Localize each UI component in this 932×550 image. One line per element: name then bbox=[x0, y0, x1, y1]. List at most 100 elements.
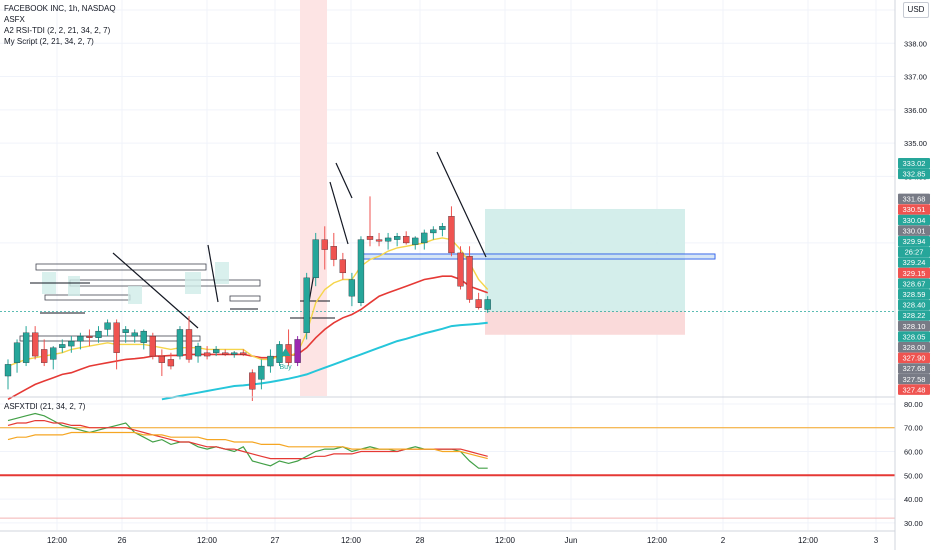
candle-body bbox=[68, 340, 75, 347]
candle-body bbox=[258, 365, 265, 380]
price-label-bg bbox=[898, 299, 930, 311]
candle-body bbox=[403, 236, 410, 244]
candle bbox=[122, 326, 129, 343]
candle-body bbox=[339, 259, 347, 274]
candle-body bbox=[312, 239, 319, 279]
oscillator-pane[interactable] bbox=[0, 403, 895, 532]
candle bbox=[4, 359, 12, 390]
buy-signal-label: Buy bbox=[280, 364, 293, 371]
candle-body bbox=[393, 236, 401, 240]
candle-body bbox=[466, 256, 473, 300]
candle bbox=[41, 339, 48, 367]
candle-body bbox=[104, 322, 111, 330]
candle bbox=[348, 272, 356, 307]
shaded-zone bbox=[68, 276, 80, 296]
candle bbox=[68, 336, 75, 353]
drawn-zone-box bbox=[69, 279, 261, 287]
trend-line bbox=[207, 244, 219, 303]
price-tick-label: 337.00 bbox=[904, 73, 927, 82]
candle-body bbox=[176, 329, 184, 357]
price-label-bg bbox=[898, 204, 930, 215]
candle bbox=[403, 231, 410, 245]
price-label-bg bbox=[898, 267, 930, 279]
price-label-bg bbox=[898, 278, 930, 289]
candle-body bbox=[294, 339, 301, 363]
candle bbox=[158, 349, 166, 377]
candle bbox=[131, 329, 138, 343]
session-highlight bbox=[300, 0, 327, 396]
candle bbox=[212, 346, 220, 357]
price-label-bg bbox=[898, 168, 930, 180]
candle bbox=[140, 329, 147, 350]
candle-body bbox=[484, 299, 491, 310]
candle-body bbox=[212, 349, 220, 353]
osc-tick-label: 40.00 bbox=[904, 495, 923, 504]
time-tick-label: 3 bbox=[874, 536, 879, 545]
candle-body bbox=[140, 330, 147, 343]
ema-slow-line bbox=[161, 321, 488, 401]
candle-body bbox=[22, 332, 30, 363]
candle bbox=[77, 332, 84, 350]
candle bbox=[240, 349, 247, 357]
shaded-zone bbox=[185, 272, 201, 294]
price-label-tag: 327.90 bbox=[898, 352, 930, 364]
candle bbox=[32, 326, 39, 360]
price-label-text: 329.94 bbox=[903, 237, 926, 246]
price-label-tag: 330.01 bbox=[898, 225, 930, 236]
candle bbox=[149, 332, 156, 360]
time-tick-label: 28 bbox=[416, 536, 425, 545]
osc-tick-label: 70.00 bbox=[904, 424, 923, 433]
price-label-bg bbox=[898, 384, 930, 395]
price-label-tag: 331.68 bbox=[898, 193, 930, 205]
candle bbox=[86, 329, 93, 347]
candle-body bbox=[448, 216, 455, 254]
candle-body bbox=[59, 344, 66, 348]
price-label-text: 26:27 bbox=[905, 248, 924, 257]
drawn-zone-box bbox=[44, 294, 131, 301]
candle-body bbox=[430, 229, 437, 234]
price-label-tag: 327.48 bbox=[898, 384, 930, 395]
price-label-tag: 328.59 bbox=[898, 289, 930, 300]
candle-body bbox=[32, 332, 39, 357]
time-tick-label: 27 bbox=[271, 536, 280, 545]
price-label-bg bbox=[898, 193, 930, 205]
candle bbox=[22, 326, 30, 367]
time-axis[interactable]: 12:00 26 12:00 27 12:00 28 12:00 Jun 12:00 2 12:00… bbox=[47, 536, 879, 545]
candle bbox=[421, 229, 428, 250]
price-label-text: 327.90 bbox=[903, 354, 926, 363]
time-tick-label: 12:00 bbox=[197, 536, 218, 545]
price-label-text: 330.51 bbox=[903, 205, 926, 214]
price-label-tag: 329.24 bbox=[898, 257, 930, 268]
ema-fast-line bbox=[7, 237, 489, 367]
time-tick-label: 12:00 bbox=[341, 536, 362, 545]
price-label-text: 330.04 bbox=[903, 216, 926, 225]
price-label-tag: 328.40 bbox=[898, 299, 930, 311]
candle bbox=[104, 319, 111, 337]
price-label-bg bbox=[898, 257, 930, 268]
candle bbox=[222, 349, 229, 357]
price-label-tag: 332.85 bbox=[898, 168, 930, 180]
candle bbox=[393, 232, 401, 247]
candle bbox=[276, 341, 283, 367]
candle bbox=[185, 316, 193, 363]
ema-mid-line bbox=[7, 275, 488, 401]
candle-body bbox=[149, 335, 156, 357]
price-label-text: 332.85 bbox=[903, 170, 926, 179]
drawn-zone-box bbox=[35, 263, 207, 271]
candle-body bbox=[4, 364, 12, 377]
price-label-text: 330.01 bbox=[903, 226, 926, 235]
price-axis[interactable]: 339.00338.00337.00336.00335.00334.00332.… bbox=[894, 0, 930, 550]
drawn-zone-box bbox=[229, 295, 261, 302]
price-label-tag: 329.94 bbox=[898, 236, 930, 247]
trend-line bbox=[335, 162, 353, 199]
candle bbox=[231, 351, 238, 358]
candle bbox=[267, 349, 274, 373]
candle-body bbox=[457, 252, 464, 287]
candle-body bbox=[366, 236, 374, 240]
currency-button[interactable]: USD bbox=[903, 2, 929, 18]
price-label-bg bbox=[898, 310, 930, 321]
price-label-text: 328.10 bbox=[903, 322, 926, 331]
candle-body bbox=[276, 344, 283, 363]
